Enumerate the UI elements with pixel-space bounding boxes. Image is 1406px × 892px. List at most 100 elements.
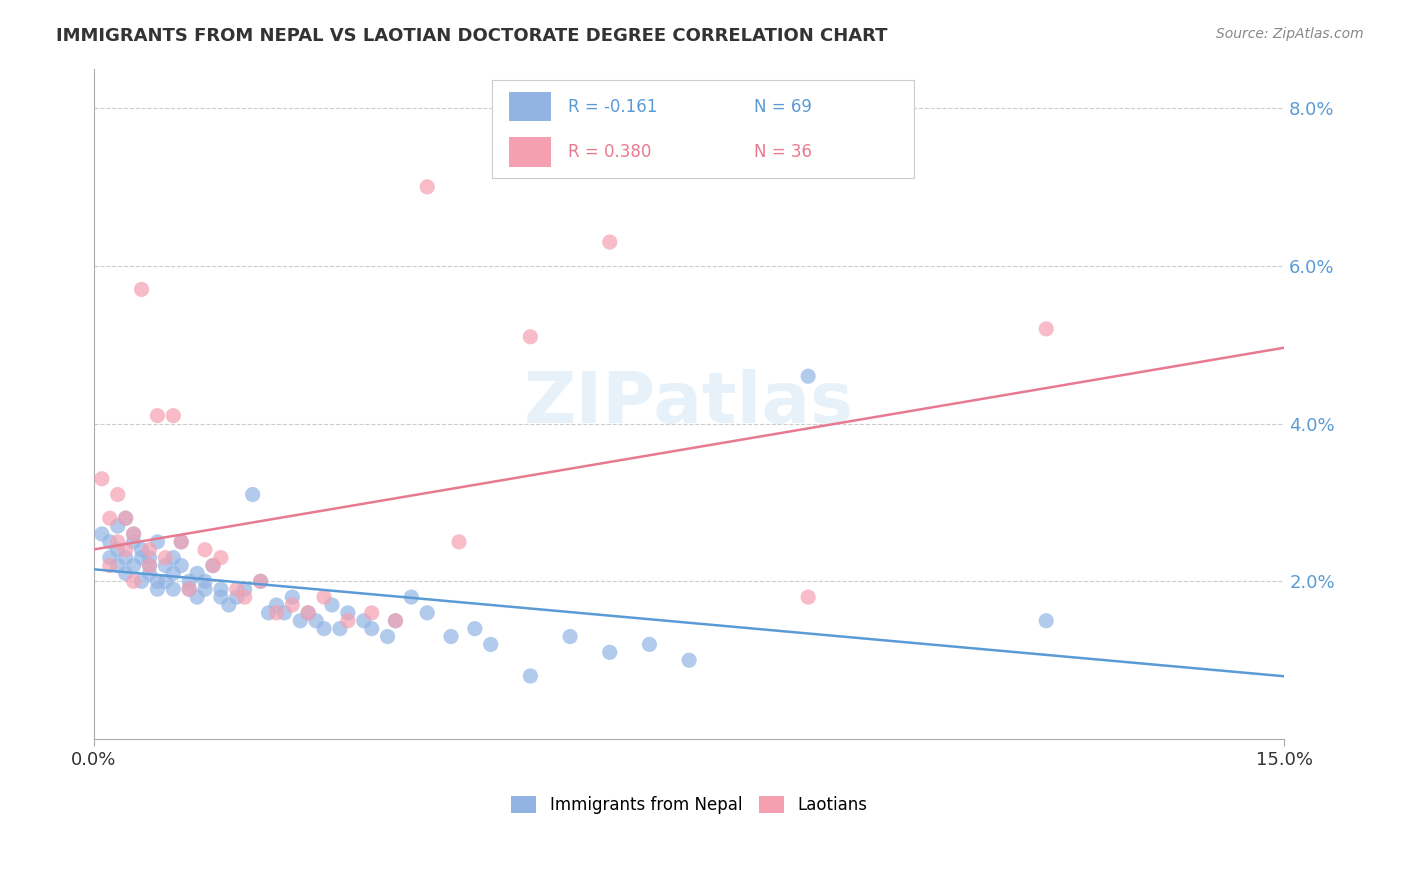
- Text: Source: ZipAtlas.com: Source: ZipAtlas.com: [1216, 27, 1364, 41]
- Point: [131, 542, 153, 557]
- Point: [179, 582, 201, 597]
- Point: [107, 542, 129, 557]
- Point: [107, 534, 129, 549]
- Point: [599, 235, 621, 249]
- Point: [479, 637, 502, 651]
- Text: N = 69: N = 69: [754, 98, 811, 116]
- Text: R = -0.161: R = -0.161: [568, 98, 658, 116]
- Point: [201, 558, 224, 573]
- Legend: Immigrants from Nepal, Laotians: Immigrants from Nepal, Laotians: [503, 788, 876, 822]
- Text: ZIPatlas: ZIPatlas: [524, 369, 855, 438]
- Point: [131, 574, 153, 589]
- Point: [440, 630, 463, 644]
- Point: [519, 330, 541, 344]
- Point: [131, 282, 153, 296]
- Point: [305, 614, 328, 628]
- Point: [162, 409, 184, 423]
- Point: [242, 487, 264, 501]
- Point: [678, 653, 700, 667]
- Point: [114, 542, 136, 557]
- Point: [329, 622, 352, 636]
- Point: [447, 534, 470, 549]
- FancyBboxPatch shape: [509, 92, 551, 121]
- FancyBboxPatch shape: [509, 137, 551, 167]
- Point: [155, 558, 177, 573]
- Point: [186, 590, 208, 604]
- Point: [122, 534, 145, 549]
- Point: [273, 606, 295, 620]
- Point: [138, 542, 160, 557]
- Point: [290, 614, 312, 628]
- Point: [194, 574, 217, 589]
- Point: [122, 574, 145, 589]
- Point: [98, 550, 121, 565]
- Point: [155, 550, 177, 565]
- Point: [179, 574, 201, 589]
- Point: [797, 590, 820, 604]
- Point: [90, 527, 112, 541]
- Point: [146, 409, 169, 423]
- Point: [162, 582, 184, 597]
- Point: [209, 590, 232, 604]
- Point: [194, 542, 217, 557]
- Point: [201, 558, 224, 573]
- Point: [233, 590, 256, 604]
- Point: [138, 558, 160, 573]
- Point: [225, 590, 247, 604]
- Point: [155, 574, 177, 589]
- Point: [218, 598, 240, 612]
- Point: [233, 582, 256, 597]
- Point: [297, 606, 319, 620]
- Point: [107, 519, 129, 533]
- Point: [336, 614, 359, 628]
- Text: R = 0.380: R = 0.380: [568, 143, 651, 161]
- Point: [266, 598, 288, 612]
- Point: [122, 527, 145, 541]
- Point: [131, 550, 153, 565]
- Point: [384, 614, 406, 628]
- Point: [519, 669, 541, 683]
- Point: [98, 534, 121, 549]
- Point: [797, 369, 820, 384]
- Point: [464, 622, 486, 636]
- Point: [353, 614, 375, 628]
- Text: IMMIGRANTS FROM NEPAL VS LAOTIAN DOCTORATE DEGREE CORRELATION CHART: IMMIGRANTS FROM NEPAL VS LAOTIAN DOCTORA…: [56, 27, 887, 45]
- Point: [186, 566, 208, 581]
- Point: [266, 606, 288, 620]
- Point: [122, 527, 145, 541]
- Point: [401, 590, 423, 604]
- Point: [360, 606, 382, 620]
- Point: [336, 606, 359, 620]
- Point: [170, 534, 193, 549]
- Point: [321, 598, 343, 612]
- Point: [297, 606, 319, 620]
- Point: [416, 606, 439, 620]
- Point: [138, 558, 160, 573]
- Point: [384, 614, 406, 628]
- Point: [360, 622, 382, 636]
- Point: [225, 582, 247, 597]
- Point: [90, 472, 112, 486]
- Point: [98, 558, 121, 573]
- Point: [249, 574, 271, 589]
- Point: [1035, 322, 1057, 336]
- Point: [146, 534, 169, 549]
- Point: [558, 630, 581, 644]
- Point: [194, 582, 217, 597]
- Point: [146, 574, 169, 589]
- Point: [138, 550, 160, 565]
- Point: [107, 487, 129, 501]
- Point: [146, 582, 169, 597]
- Point: [98, 511, 121, 525]
- Point: [281, 598, 304, 612]
- Point: [281, 590, 304, 604]
- Point: [312, 590, 335, 604]
- Point: [312, 622, 335, 636]
- Point: [170, 534, 193, 549]
- Point: [114, 566, 136, 581]
- Point: [249, 574, 271, 589]
- Point: [599, 645, 621, 659]
- Point: [138, 566, 160, 581]
- Point: [170, 558, 193, 573]
- Point: [179, 582, 201, 597]
